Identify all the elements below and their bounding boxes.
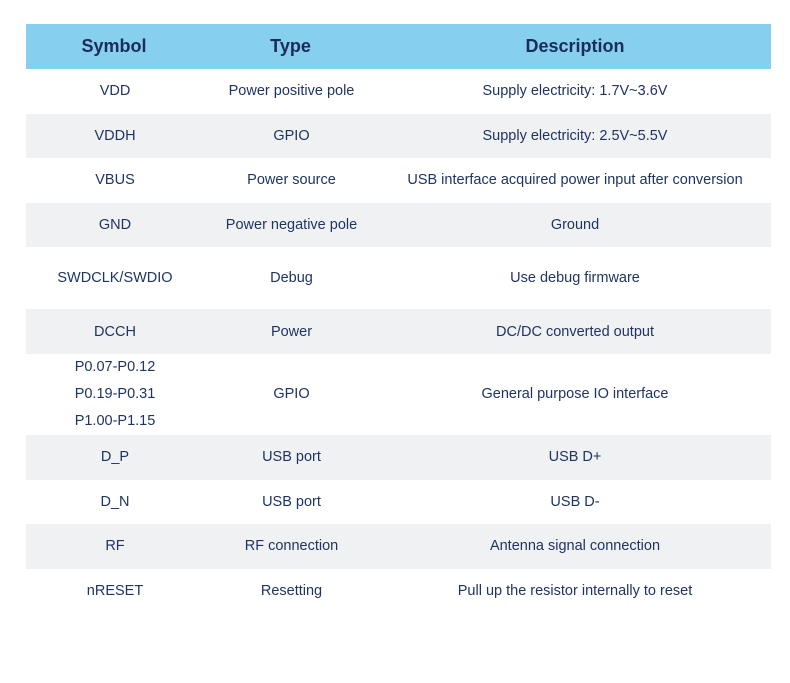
cell-description: Supply electricity: 2.5V~5.5V bbox=[379, 113, 771, 159]
cell-symbol: D_P bbox=[26, 434, 204, 480]
table-row: SWDCLK/SWDIO Debug Use debug firmware bbox=[26, 247, 771, 309]
table-row: nRESET Resetting Pull up the resistor in… bbox=[26, 569, 771, 614]
table-row: VBUS Power source USB interface acquired… bbox=[26, 158, 771, 203]
table-row: GND Power negative pole Ground bbox=[26, 202, 771, 248]
cell-type: Power bbox=[204, 309, 379, 354]
cell-description: Supply electricity: 1.7V~3.6V bbox=[482, 83, 668, 100]
pin-definition-table: Symbol Type Description VDD Power positi… bbox=[26, 24, 771, 613]
table-row: P0.07-P0.12 P0.19-P0.31 P1.00-P1.15 GPIO… bbox=[26, 354, 771, 435]
cell-type: GPIO bbox=[204, 113, 379, 159]
cell-description: DC/DC converted output bbox=[379, 309, 771, 354]
symbol-line: P0.07-P0.12 bbox=[74, 358, 156, 375]
table-row: VDD Power positive pole Supply electrici… bbox=[26, 69, 771, 114]
cell-type: USB port bbox=[262, 493, 321, 510]
cell-type: Resetting bbox=[260, 583, 323, 600]
cell-type: Debug bbox=[270, 270, 313, 287]
header-row: Symbol Type Description bbox=[26, 24, 771, 69]
table-row: RF RF connection Antenna signal connecti… bbox=[26, 524, 771, 569]
cell-description: Antenna signal connection bbox=[379, 524, 771, 569]
cell-type: USB port bbox=[204, 434, 379, 480]
symbol-line: P1.00-P1.15 bbox=[74, 412, 156, 429]
cell-symbol: nRESET bbox=[86, 583, 144, 600]
cell-type: RF connection bbox=[204, 524, 379, 569]
cell-symbol: P0.07-P0.12 P0.19-P0.31 P1.00-P1.15 bbox=[26, 354, 204, 435]
header-description: Description bbox=[379, 24, 771, 69]
symbol-line: P0.19-P0.31 bbox=[74, 385, 156, 402]
cell-description: USB D- bbox=[550, 493, 600, 510]
cell-description: Pull up the resistor internally to reset bbox=[457, 583, 693, 600]
header-symbol: Symbol bbox=[26, 24, 204, 69]
cell-symbol: GND bbox=[26, 202, 204, 248]
table-row: VDDH GPIO Supply electricity: 2.5V~5.5V bbox=[26, 113, 771, 159]
table-row: D_P USB port USB D+ bbox=[26, 434, 771, 480]
cell-description: Use debug firmware bbox=[510, 270, 640, 287]
cell-symbol: VDDH bbox=[26, 113, 204, 159]
cell-description: USB interface acquired power input after… bbox=[407, 172, 743, 189]
cell-type: Power positive pole bbox=[228, 83, 355, 100]
header-type: Type bbox=[204, 24, 379, 69]
cell-symbol: VBUS bbox=[95, 172, 135, 189]
cell-type: Power source bbox=[247, 172, 336, 189]
cell-symbol: RF bbox=[26, 524, 204, 569]
cell-description: USB D+ bbox=[379, 434, 771, 480]
cell-type: GPIO bbox=[273, 386, 310, 403]
cell-type: Power negative pole bbox=[204, 202, 379, 248]
table-row: DCCH Power DC/DC converted output bbox=[26, 309, 771, 354]
cell-symbol: DCCH bbox=[26, 309, 204, 354]
cell-symbol: VDD bbox=[99, 83, 131, 100]
cell-description: General purpose IO interface bbox=[481, 386, 669, 403]
table-row: D_N USB port USB D- bbox=[26, 480, 771, 525]
table-header: Symbol Type Description bbox=[26, 24, 771, 69]
cell-description: Ground bbox=[379, 202, 771, 248]
table-body: VDD Power positive pole Supply electrici… bbox=[26, 69, 771, 613]
cell-symbol: SWDCLK/SWDIO bbox=[57, 270, 173, 287]
cell-symbol: D_N bbox=[100, 493, 130, 510]
